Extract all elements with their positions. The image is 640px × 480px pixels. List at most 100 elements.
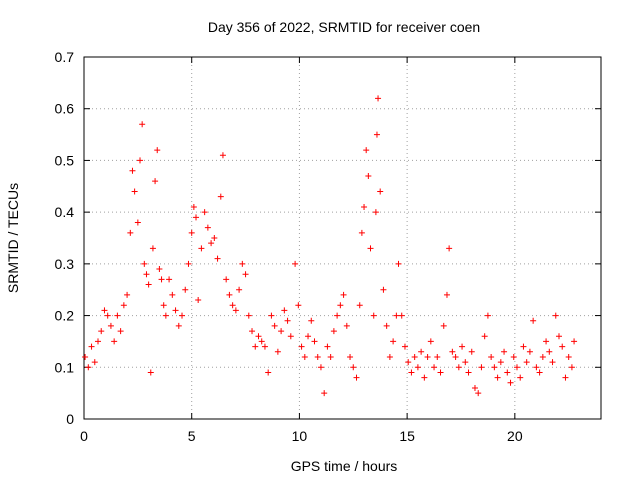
data-point [375, 95, 382, 102]
data-point [95, 338, 102, 345]
data-point [239, 260, 246, 267]
data-point [98, 328, 105, 335]
data-point [386, 353, 393, 360]
data-point [255, 333, 262, 340]
data-point [334, 312, 341, 319]
data-point [455, 364, 462, 371]
data-point [211, 235, 218, 241]
data-point [390, 338, 397, 345]
data-point [383, 322, 390, 329]
data-point [437, 369, 444, 376]
data-point [434, 353, 441, 360]
y-tick-label: 0.2 [55, 308, 75, 324]
data-point [494, 374, 501, 381]
data-point [347, 353, 354, 360]
data-point [258, 338, 265, 345]
y-tick-label: 0.6 [55, 101, 75, 117]
data-point [401, 343, 408, 350]
data-point [229, 302, 236, 309]
data-point [185, 260, 192, 267]
data-point [549, 359, 556, 366]
data-point [154, 147, 161, 154]
data-point [497, 359, 504, 366]
data-point [301, 353, 308, 360]
data-point [398, 312, 405, 319]
data-point [131, 188, 138, 195]
data-point [147, 369, 154, 376]
data-point [141, 260, 148, 267]
data-point [559, 343, 566, 350]
data-point [287, 333, 294, 340]
data-point [337, 302, 344, 309]
data-point [504, 369, 511, 376]
data-point [208, 240, 215, 247]
data-point [281, 307, 288, 314]
data-point [418, 348, 425, 355]
data-point [188, 229, 195, 236]
data-point [124, 291, 131, 298]
data-point [393, 312, 400, 319]
data-point [298, 343, 305, 350]
data-point [343, 322, 350, 329]
data-point [295, 302, 302, 309]
data-point [380, 286, 387, 293]
data-point [327, 353, 334, 360]
data-point [252, 343, 259, 350]
data-point [446, 245, 453, 252]
data-point [481, 333, 488, 340]
data-point [158, 276, 165, 283]
data-point [324, 343, 331, 350]
data-point [114, 312, 121, 319]
data-point [143, 271, 150, 278]
data-point [182, 286, 189, 293]
data-point [452, 353, 459, 360]
data-point [127, 229, 134, 236]
data-point [526, 348, 533, 355]
data-point [484, 312, 491, 319]
data-point [82, 353, 89, 360]
data-point [120, 302, 127, 309]
data-point [195, 297, 202, 304]
data-point [546, 348, 553, 355]
data-point [149, 245, 156, 252]
data-point [488, 353, 495, 360]
y-tick-label: 0.3 [55, 256, 75, 272]
y-tick-label: 0 [66, 411, 74, 427]
x-axis-label: GPS time / hours [291, 458, 398, 474]
data-point [465, 369, 472, 376]
x-tick-label: 0 [80, 428, 88, 444]
data-point [101, 307, 108, 314]
data-point [555, 333, 562, 340]
data-point [314, 353, 321, 360]
data-point [175, 322, 182, 329]
plot-frame [83, 56, 602, 420]
data-point [169, 291, 176, 298]
data-point [552, 312, 559, 319]
chart-title: Day 356 of 2022, SRMTID for receiver coe… [208, 19, 480, 35]
data-point [361, 203, 368, 210]
data-point [219, 152, 226, 159]
data-point [507, 379, 514, 386]
data-point [321, 390, 328, 397]
data-point [421, 374, 428, 381]
y-tick-label: 0.1 [55, 359, 75, 375]
data-point [305, 333, 312, 340]
data-point [440, 322, 447, 329]
data-point [245, 312, 252, 319]
data-point [137, 157, 144, 164]
data-point [129, 167, 136, 174]
data-point [478, 364, 485, 371]
data-point [190, 203, 197, 210]
x-tick-label: 15 [399, 428, 415, 444]
data-point [571, 338, 578, 345]
data-point [539, 353, 546, 360]
data-point [358, 229, 365, 236]
y-axis-label: SRMTID / TECUs [5, 183, 21, 293]
data-point [214, 255, 221, 262]
x-tick-label: 10 [292, 428, 308, 444]
data-point [517, 374, 524, 381]
data-point [172, 307, 179, 314]
data-point [536, 369, 543, 376]
data-point [530, 317, 537, 324]
data-point [145, 281, 152, 288]
